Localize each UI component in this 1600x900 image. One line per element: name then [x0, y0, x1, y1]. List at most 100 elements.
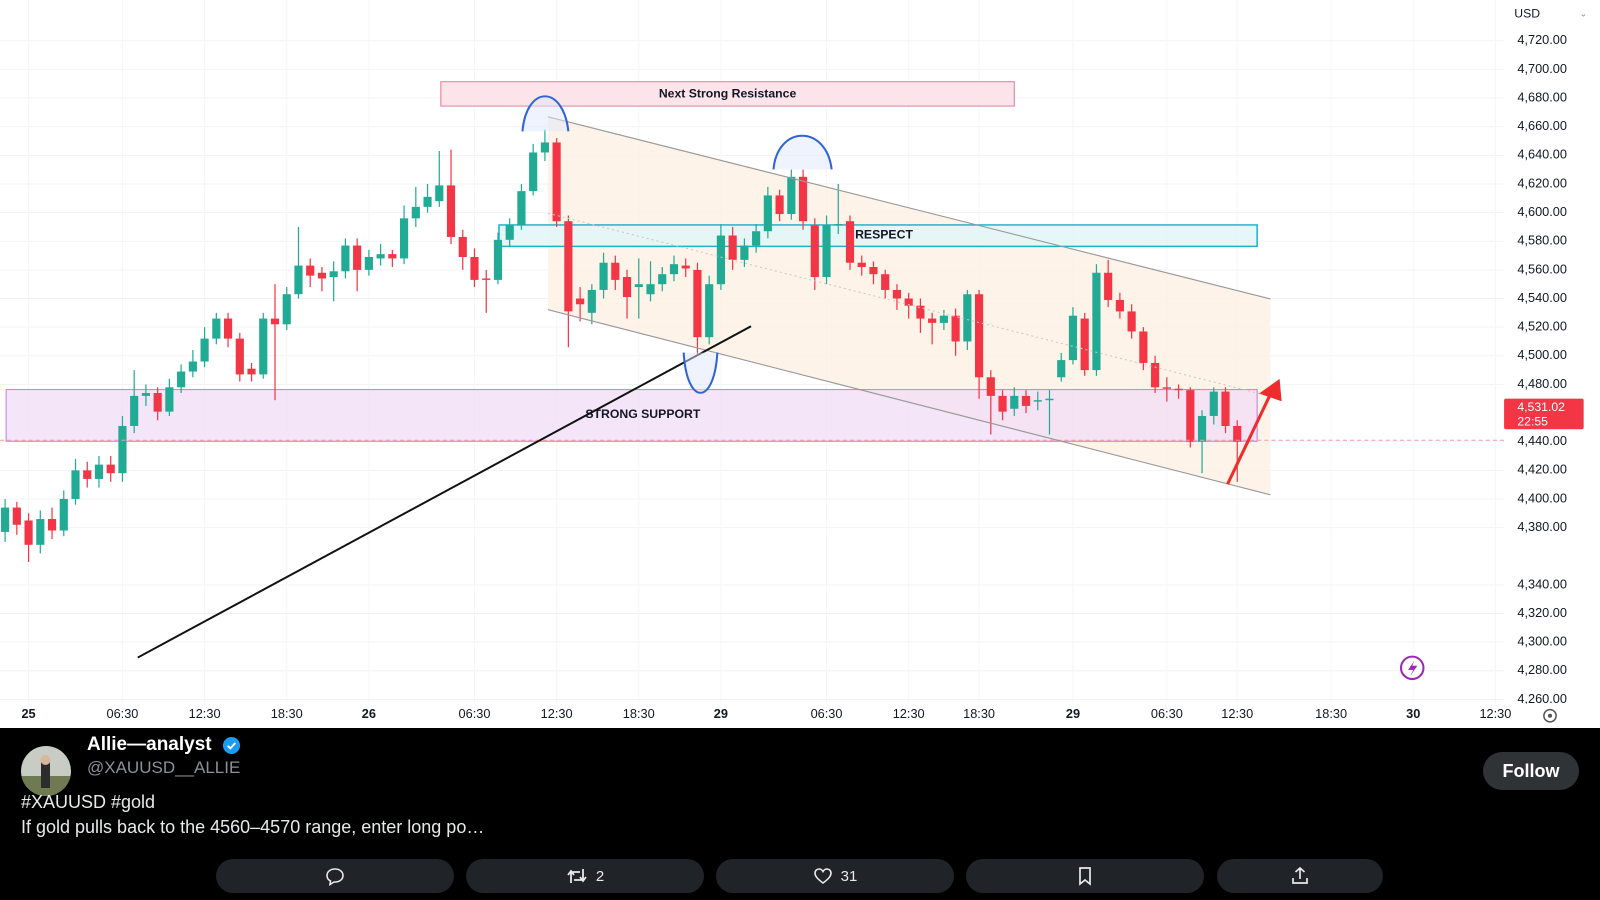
hashtags[interactable]: #XAUUSD #gold: [21, 792, 156, 812]
y-tick-label: 4,660.00: [1517, 118, 1567, 133]
candle-body: [47, 519, 57, 531]
candle-body: [94, 464, 104, 479]
avatar[interactable]: [21, 746, 71, 796]
candle-body: [517, 191, 526, 226]
x-tick-label: 29: [1066, 706, 1080, 721]
x-tick-label: 18:30: [271, 706, 303, 721]
candle-body: [928, 318, 937, 323]
candle-body: [294, 265, 303, 295]
candle-body: [177, 371, 186, 388]
candle-body: [693, 269, 702, 338]
y-tick-label: 4,260.00: [1517, 691, 1567, 706]
candle-body: [986, 377, 995, 396]
candle-body: [552, 142, 561, 222]
candle-body: [282, 294, 291, 325]
candle-body: [1186, 390, 1195, 442]
author-handle[interactable]: @XAUUSD__ALLIE: [87, 758, 241, 777]
y-tick-label: 4,680.00: [1517, 89, 1567, 104]
y-tick-label: 4,540.00: [1517, 290, 1567, 305]
candle-body: [669, 264, 679, 275]
candle-body: [200, 338, 209, 362]
candle-body: [470, 256, 479, 280]
x-tick-label: 12:30: [893, 706, 925, 721]
candle-body: [1080, 318, 1089, 371]
candle-body: [212, 318, 221, 339]
candle-body: [36, 519, 45, 545]
candle-body: [1033, 400, 1042, 402]
candle-body: [118, 425, 127, 474]
x-tick-label: 06:30: [106, 706, 138, 721]
share-icon: [1292, 866, 1308, 884]
candle-body: [658, 274, 667, 285]
candle-body: [1115, 299, 1124, 312]
candle-body: [1092, 272, 1101, 371]
candle-body: [845, 221, 855, 263]
channel-top: [547, 116, 1271, 300]
bookmark-button[interactable]: [966, 859, 1204, 893]
top-arc: [772, 134, 833, 170]
candle-body: [12, 507, 21, 525]
x-tick-label: 29: [714, 706, 728, 721]
candle-body: [59, 498, 68, 531]
candle-body: [634, 284, 643, 288]
candle-body: [165, 387, 174, 412]
chart: Next Strong Resistance RESPECT STRONG SU…: [0, 0, 1600, 728]
candle-body: [881, 274, 890, 290]
like-icon: [813, 868, 832, 885]
author-name[interactable]: Allie—analyst: [87, 734, 212, 755]
bottom-arc: [682, 352, 719, 394]
candle-body: [223, 318, 233, 339]
candle-body: [106, 464, 115, 474]
candle-body: [963, 294, 972, 342]
channel-bottom: [547, 309, 1271, 496]
candle-body: [798, 176, 808, 222]
candle-body: [1127, 311, 1136, 332]
x-tick-label: 25: [21, 706, 35, 721]
trend-line: [137, 325, 752, 659]
share-button[interactable]: [1217, 859, 1383, 893]
y-tick-label: 4,500.00: [1517, 347, 1567, 362]
x-tick-label: 18:30: [963, 706, 995, 721]
candle-body: [1209, 391, 1218, 416]
candle-body: [611, 262, 620, 280]
x-tick-label: 12:30: [1221, 706, 1253, 721]
y-axis: 4,720.00 4,700.00 4,680.00 4,660.00 4,640.00…: [1517, 32, 1567, 706]
candle-body: [763, 195, 772, 232]
reply-button[interactable]: [216, 859, 454, 893]
last-price: 4,531.02: [1517, 400, 1565, 414]
candle-body: [376, 254, 385, 259]
candle-body: [329, 271, 338, 278]
candle-body: [740, 245, 749, 260]
candle-body: [423, 196, 432, 207]
x-tick-label: 12:30: [189, 706, 221, 721]
time-axis: [0, 703, 1600, 728]
y-tick-label: 4,300.00: [1517, 634, 1567, 649]
candle-body: [622, 277, 632, 298]
candle-body: [529, 152, 538, 192]
candle-body: [317, 272, 327, 279]
repost-button[interactable]: 2: [466, 859, 704, 893]
candle-body: [364, 256, 373, 270]
x-tick-label: 06:30: [459, 706, 491, 721]
candle-body: [130, 395, 139, 426]
candle-body: [1139, 331, 1148, 363]
channel-mid: [547, 212, 1271, 397]
y-tick-label: 4,340.00: [1517, 576, 1567, 591]
post-text: If gold pulls back to the 4560–4570 rang…: [21, 817, 485, 837]
like-button[interactable]: 31: [716, 859, 954, 893]
candle-body: [1104, 272, 1113, 300]
candle-body: [235, 338, 244, 375]
verified-badge: [222, 736, 241, 755]
candle-body: [904, 298, 913, 306]
follow-button[interactable]: Follow: [1483, 752, 1579, 790]
y-tick-label: 4,560.00: [1517, 261, 1567, 276]
annotation: STRONG SUPPORT: [585, 407, 701, 421]
price-axis: [1504, 0, 1600, 704]
respect-zone: [498, 224, 1258, 248]
candle-body: [153, 393, 162, 412]
y-tick-label: 4,280.00: [1517, 662, 1567, 677]
candle-body: [869, 267, 878, 275]
post: Allie—analyst @XAUUSD__ALLIE Follow #XAU…: [0, 728, 1600, 900]
settings-icon[interactable]: [1543, 708, 1557, 723]
candle-body: [1, 507, 10, 532]
